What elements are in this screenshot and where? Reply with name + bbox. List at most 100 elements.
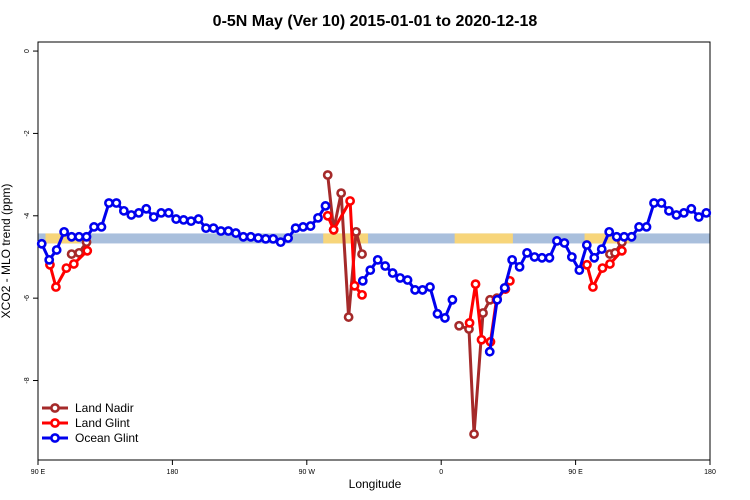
point	[96, 222, 107, 232]
point	[357, 275, 368, 286]
point	[664, 205, 674, 216]
point	[588, 282, 598, 292]
point	[478, 308, 488, 318]
point	[641, 222, 652, 232]
plot-frame	[37, 41, 711, 461]
point	[365, 265, 376, 276]
point	[36, 238, 47, 249]
series-line	[40, 201, 707, 352]
point	[678, 208, 689, 218]
point	[328, 224, 339, 235]
point	[417, 285, 428, 295]
point	[322, 210, 333, 221]
point	[336, 188, 347, 199]
point	[656, 198, 667, 208]
point	[581, 240, 592, 250]
point	[313, 212, 323, 223]
point	[582, 259, 592, 270]
x-tick-label: 90 E	[31, 469, 46, 476]
point	[283, 233, 294, 243]
point	[156, 208, 167, 218]
point	[589, 252, 600, 263]
y-tick-label: -4	[24, 213, 31, 219]
point	[111, 198, 122, 208]
point	[464, 317, 475, 328]
point	[559, 238, 570, 248]
point	[298, 222, 308, 232]
y-axis-label: XCO2 - MLO trend (ppm)	[0, 184, 13, 319]
point	[201, 223, 211, 234]
point	[507, 254, 518, 265]
point	[320, 201, 331, 211]
point	[178, 215, 189, 225]
legend-marker	[50, 418, 60, 428]
point	[492, 294, 503, 305]
legend-label: Land Nadir	[75, 401, 134, 415]
point	[260, 233, 271, 244]
point	[484, 346, 495, 357]
point	[81, 231, 92, 242]
legend-marker	[50, 433, 60, 443]
point	[402, 275, 413, 285]
point	[671, 210, 682, 220]
point	[649, 198, 659, 208]
point	[499, 282, 510, 293]
point	[345, 196, 356, 206]
point	[74, 231, 84, 242]
ocean-band	[38, 233, 710, 244]
point	[68, 259, 79, 269]
point	[51, 282, 61, 292]
x-tick-label: 90 E	[568, 469, 583, 476]
point	[596, 244, 607, 255]
point	[133, 208, 144, 218]
point	[357, 249, 367, 259]
point	[470, 279, 481, 290]
point	[395, 273, 406, 283]
y-tick-label: -2	[24, 130, 31, 136]
point	[357, 289, 367, 300]
land-band	[454, 233, 513, 244]
legend-label: Land Glint	[75, 416, 130, 430]
point	[432, 308, 443, 319]
point	[349, 280, 360, 291]
x-tick-label: 180	[704, 469, 716, 476]
point	[148, 212, 159, 222]
point	[290, 223, 301, 234]
point	[230, 228, 241, 238]
point	[605, 259, 615, 269]
point	[305, 221, 316, 231]
point	[66, 249, 77, 259]
point	[447, 294, 458, 305]
y-tick-label: -6	[24, 295, 31, 301]
point	[343, 312, 354, 322]
point	[514, 261, 525, 272]
point	[268, 233, 279, 244]
point	[529, 252, 540, 262]
x-axis-label: Longitude	[349, 477, 402, 491]
point	[552, 236, 562, 246]
chart-title: 0-5N May (Ver 10) 2015-01-01 to 2020-12-…	[213, 13, 538, 30]
y-tick-label: 0	[24, 49, 31, 53]
point	[51, 245, 62, 255]
point	[387, 268, 398, 278]
x-tick-label: 90 W	[299, 469, 316, 476]
land-band	[323, 233, 369, 244]
point	[537, 252, 547, 263]
point	[634, 222, 644, 232]
point	[89, 222, 99, 232]
point	[454, 320, 465, 331]
point	[322, 170, 333, 180]
point	[626, 231, 637, 242]
point	[351, 226, 361, 237]
y-tick-label: -8	[24, 377, 31, 383]
point	[604, 226, 615, 237]
point	[522, 247, 532, 258]
point	[425, 282, 435, 292]
point	[616, 245, 627, 256]
point	[574, 265, 585, 276]
point	[253, 233, 264, 243]
point	[59, 226, 70, 237]
x-tick-label: 180	[167, 469, 179, 476]
point	[566, 252, 577, 262]
